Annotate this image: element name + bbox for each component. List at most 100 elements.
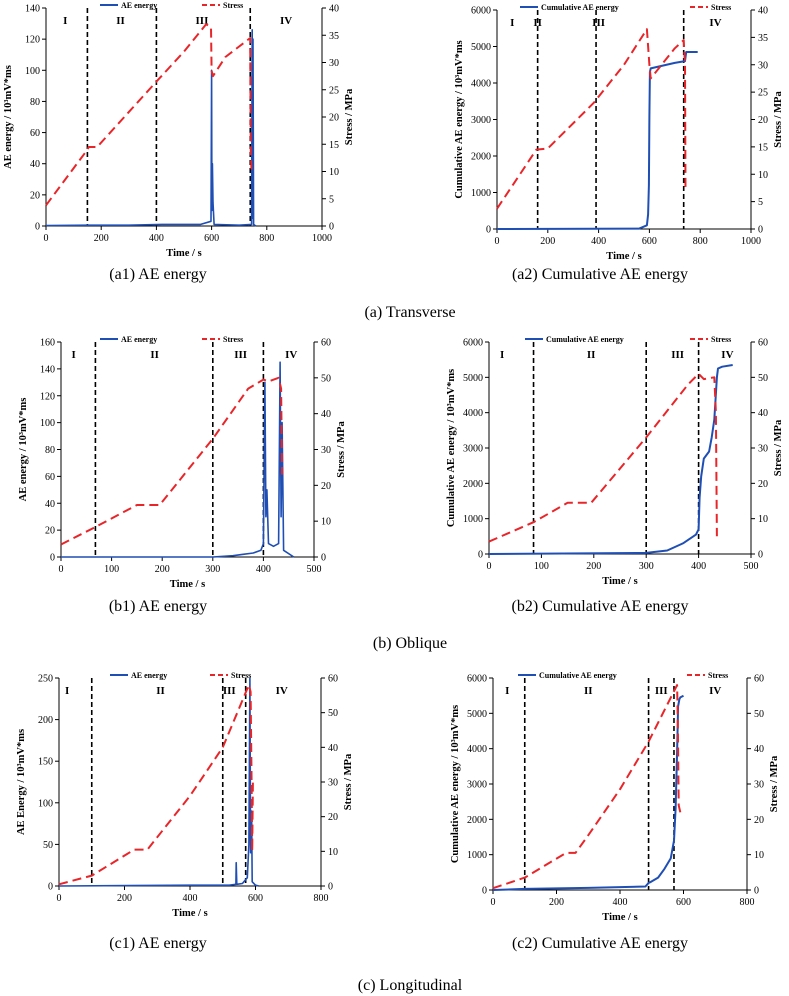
panel-caption: (a2) Cumulative AE energy [512,266,688,283]
x-tick-label: 400 [256,564,271,575]
series-ae-energy [61,361,295,558]
x-axis-label: Time / s [172,908,207,919]
legend-label-stress: Stress [711,3,731,12]
stage-label: IV [709,685,721,697]
stage-label: III [592,17,605,29]
y2-tick-label: 25 [758,88,768,99]
legend-label-primary: AE energy [121,1,157,10]
stage-label: II [584,685,593,697]
stage-label: IV [709,17,721,29]
stage-label: I [505,685,509,697]
legend-label-stress: Stress [223,1,243,10]
y-tick-label: 40 [30,159,40,170]
x-tick-label: 600 [642,236,657,247]
x-tick-label: 200 [117,893,132,904]
y-tick-label: 2000 [471,152,491,163]
stage-label: II [533,17,542,29]
y-tick-label: 5000 [463,373,483,384]
y-tick-label: 60 [30,128,40,139]
y2-tick-label: 10 [321,517,331,528]
legend-label-stress: Stress [711,335,731,344]
y-tick-label: 200 [38,715,53,726]
x-tick-label: 600 [248,893,263,904]
y2-tick-label: 20 [754,815,764,826]
y2-axis-label: Stress / MPa [336,421,347,478]
y2-tick-label: 5 [329,194,334,205]
y2-tick-label: 50 [758,373,768,384]
series-stress [492,684,682,890]
y-tick-label: 60 [45,472,55,483]
y2-tick-label: 0 [758,550,763,561]
group-caption-oblique: (b) Oblique [373,635,447,652]
x-tick-label: 400 [691,561,706,572]
stage-label: II [116,15,125,27]
y2-tick-label: 30 [321,445,331,456]
stage-label: IV [721,349,733,361]
chart-panel-5: 0 200 400 600 800050100150200250010203040506… [16,671,354,952]
x-tick-label: 400 [183,893,198,904]
y2-tick-label: 20 [328,812,338,823]
y2-tick-label: 40 [758,6,768,17]
y-tick-label: 2000 [467,815,487,826]
chart-panel-6: 0 200 400 600 800010002000300040005000600001… [450,671,780,952]
y-tick-label: 6000 [471,6,491,17]
y2-tick-label: 0 [328,882,333,893]
y-tick-label: 1000 [463,514,483,525]
x-tick-label: 0 [44,233,49,244]
y2-tick-label: 40 [758,408,768,419]
y2-tick-label: 30 [329,58,339,69]
legend-label-primary: Cumulative AE energy [539,671,617,680]
stage-label: II [587,349,596,361]
legend-label-stress: Stress [223,335,243,344]
stage-label: IV [280,15,292,27]
y-tick-label: 100 [38,798,53,809]
series-ae-energy [45,28,257,227]
y2-tick-label: 10 [329,167,339,178]
stage-label: IV [276,685,288,697]
chart-panel-1: 0 200 400 600 800 100002040608010012014005101… [3,1,355,283]
x-tick-label: 800 [259,233,274,244]
stage-label: IV [285,349,297,361]
y2-tick-label: 30 [758,444,768,455]
legend-label-stress: Stress [231,671,251,680]
y2-tick-label: 15 [329,140,339,151]
y-axis-label: AE energy / 10³mV*ms [18,398,29,502]
y-tick-label: 100 [40,418,55,429]
x-tick-label: 400 [149,233,164,244]
series-cumulative-ae-energy [496,51,698,230]
group-caption-transverse: (a) Transverse [364,304,455,321]
y-tick-label: 4000 [471,79,491,90]
x-tick-label: 800 [693,236,708,247]
x-tick-label: 500 [744,561,759,572]
x-tick-label: 100 [534,561,549,572]
chart-panel-3: 0 100 200 300 400 500020406080100120140160010… [18,335,347,615]
x-tick-label: 600 [204,233,219,244]
x-axis-label: Time / s [166,248,201,259]
y-tick-label: 3000 [467,780,487,791]
y2-tick-label: 0 [329,222,334,233]
y-tick-label: 0 [478,550,483,561]
x-tick-label: 0 [59,564,64,575]
y2-tick-label: 10 [758,514,768,525]
y-tick-label: 6000 [463,338,483,349]
x-tick-label: 0 [57,893,62,904]
x-tick-label: 200 [155,564,170,575]
y2-tick-label: 10 [758,170,768,181]
y-tick-label: 0 [48,882,53,893]
y2-tick-label: 0 [754,886,759,897]
y2-tick-label: 60 [328,674,338,685]
y2-tick-label: 60 [321,338,331,349]
y2-axis-label: Stress / MPa [769,755,780,812]
y2-tick-label: 40 [328,743,338,754]
x-tick-label: 200 [586,561,601,572]
x-tick-label: 300 [639,561,654,572]
y-tick-label: 0 [482,886,487,897]
y-tick-label: 4000 [467,744,487,755]
y-tick-label: 80 [45,445,55,456]
stage-label: III [234,349,247,361]
legend-label-stress: Stress [708,671,728,680]
y2-axis-label: Stress / MPa [773,91,784,148]
y2-axis-label: Stress / MPa [773,419,784,476]
y2-tick-label: 0 [758,225,763,236]
